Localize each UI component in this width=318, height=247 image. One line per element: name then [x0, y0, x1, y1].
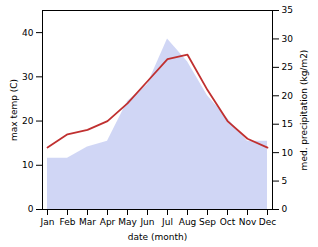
svg-text:5: 5 [282, 176, 288, 186]
svg-text:20: 20 [282, 91, 294, 101]
svg-text:Nov: Nov [239, 217, 257, 227]
svg-text:Apr: Apr [100, 217, 116, 227]
svg-text:May: May [118, 217, 137, 227]
svg-text:0: 0 [282, 204, 288, 214]
svg-text:40: 40 [22, 27, 34, 37]
svg-text:0: 0 [28, 204, 34, 214]
svg-text:Aug: Aug [179, 217, 197, 227]
svg-text:10: 10 [282, 148, 294, 158]
svg-text:max temp (C): max temp (C) [9, 79, 19, 141]
svg-text:Mar: Mar [79, 217, 96, 227]
svg-text:Dec: Dec [259, 217, 276, 227]
svg-text:Jan: Jan [40, 217, 55, 227]
svg-text:Sep: Sep [199, 217, 216, 227]
svg-text:25: 25 [282, 62, 293, 72]
svg-text:20: 20 [22, 116, 34, 126]
svg-text:10: 10 [22, 160, 34, 170]
svg-text:35: 35 [282, 5, 293, 15]
svg-text:Jun: Jun [139, 217, 154, 227]
svg-text:15: 15 [282, 119, 293, 129]
svg-text:Jul: Jul [161, 217, 173, 227]
svg-text:30: 30 [282, 34, 294, 44]
svg-text:30: 30 [22, 72, 34, 82]
svg-text:Feb: Feb [60, 217, 76, 227]
svg-text:med. precipitation (kg/m2): med. precipitation (kg/m2) [299, 50, 309, 171]
svg-text:date (month): date (month) [128, 232, 187, 242]
svg-text:Oct: Oct [220, 217, 236, 227]
